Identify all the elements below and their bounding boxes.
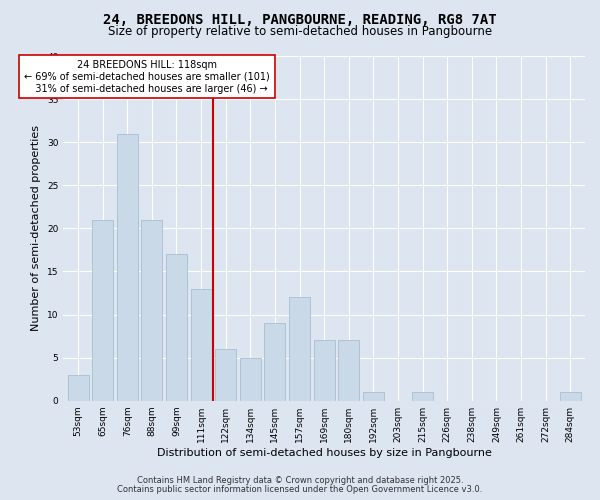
Bar xyxy=(215,349,236,401)
Text: Contains public sector information licensed under the Open Government Licence v3: Contains public sector information licen… xyxy=(118,485,482,494)
Bar xyxy=(240,358,261,401)
Bar xyxy=(289,298,310,401)
Bar xyxy=(191,288,212,401)
Text: 24 BREEDONS HILL: 118sqm
← 69% of semi-detached houses are smaller (101)
   31% : 24 BREEDONS HILL: 118sqm ← 69% of semi-d… xyxy=(24,60,270,94)
Bar xyxy=(142,220,163,400)
Bar xyxy=(265,323,286,400)
Y-axis label: Number of semi-detached properties: Number of semi-detached properties xyxy=(31,126,41,332)
Bar xyxy=(363,392,384,400)
Bar xyxy=(314,340,335,400)
Bar xyxy=(338,340,359,400)
Text: Size of property relative to semi-detached houses in Pangbourne: Size of property relative to semi-detach… xyxy=(108,25,492,38)
Bar xyxy=(92,220,113,400)
Bar xyxy=(166,254,187,400)
Text: 24, BREEDONS HILL, PANGBOURNE, READING, RG8 7AT: 24, BREEDONS HILL, PANGBOURNE, READING, … xyxy=(103,12,497,26)
Bar xyxy=(68,375,89,400)
X-axis label: Distribution of semi-detached houses by size in Pangbourne: Distribution of semi-detached houses by … xyxy=(157,448,491,458)
Bar xyxy=(560,392,581,400)
Bar xyxy=(117,134,138,400)
Text: Contains HM Land Registry data © Crown copyright and database right 2025.: Contains HM Land Registry data © Crown c… xyxy=(137,476,463,485)
Bar xyxy=(412,392,433,400)
